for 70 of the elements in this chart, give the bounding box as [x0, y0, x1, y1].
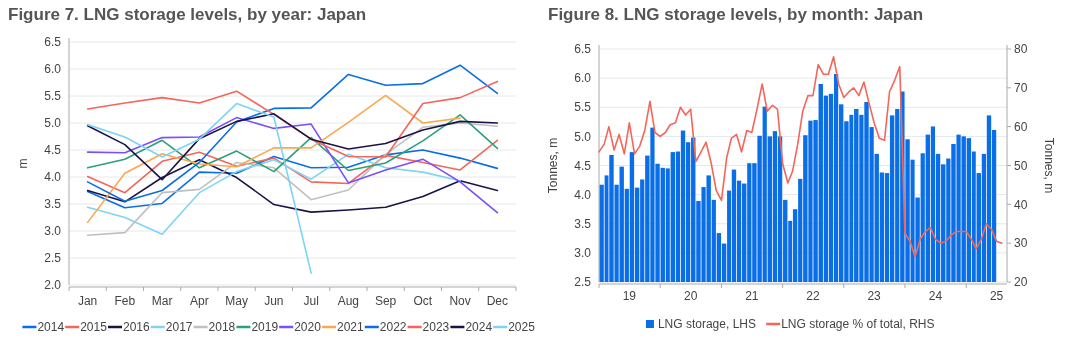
legend-label: 2022	[379, 320, 407, 335]
y2-tick-label: 50	[1014, 158, 1028, 173]
x-tick-label: Oct	[413, 294, 433, 308]
chart-title: Figure 8. LNG storage levels, by month: Japan	[548, 5, 924, 24]
y-tick-label: 4.0	[574, 187, 592, 202]
x-tick-label: Aug	[337, 294, 360, 308]
legend-label: 2015	[80, 320, 108, 335]
y-axis-title: Tonnes, m	[546, 137, 560, 194]
y-tick-label: 2.0	[44, 278, 62, 293]
y-tick-label: 4.5	[44, 143, 62, 158]
x-tick-label: Dec	[486, 294, 509, 308]
x-tick-label: 23	[867, 289, 882, 303]
y-tick-label: 3.5	[44, 197, 62, 212]
y-tick-label: 6.5	[44, 35, 62, 50]
y-tick-label: 6.5	[574, 42, 592, 57]
y-tick-label: 5.5	[44, 89, 62, 104]
x-tick-label: Mar	[151, 294, 173, 308]
x-tick-label: Nov	[449, 294, 471, 308]
y-tick-label: 3.0	[574, 246, 592, 261]
x-tick-label: 21	[745, 289, 759, 303]
x-tick-label: 19	[622, 289, 637, 303]
line-series	[86, 94, 461, 224]
legend-label: LNG storage, LHS	[657, 317, 756, 332]
y-tick-label: 5.5	[574, 100, 592, 115]
y-tick-label: 2.5	[574, 275, 592, 290]
legend-label: LNG storage % of total, RHS	[781, 317, 935, 332]
line-series	[86, 149, 499, 209]
y-tick-label: 2.5	[44, 251, 62, 266]
legend-label: 2024	[465, 320, 493, 335]
chart-title: Figure 7. LNG storage levels, by year: Japan	[8, 5, 367, 24]
y2-tick-label: 40	[1014, 197, 1028, 212]
y-tick-label: 4.0	[44, 170, 62, 185]
legend-label: 2018	[208, 320, 236, 335]
y-tick-label: 3.5	[574, 216, 592, 231]
legend-label: 2021	[337, 320, 365, 335]
x-tick-label: Jun	[264, 294, 284, 308]
x-tick-label: Sep	[374, 294, 397, 308]
y2-tick-label: 80	[1014, 42, 1028, 57]
legend-label: 2017	[165, 320, 193, 335]
line-series	[86, 116, 499, 214]
x-tick-label: Feb	[114, 294, 136, 308]
legend-label: 2016	[123, 320, 151, 335]
y-tick-label: 5.0	[44, 116, 62, 131]
line-series	[86, 64, 499, 203]
x-tick-label: 25	[989, 289, 1004, 303]
y2-tick-label: 60	[1014, 119, 1028, 134]
y-tick-label: 5.0	[574, 129, 592, 144]
legend-label: 2014	[37, 320, 65, 335]
y-axis-title: m	[16, 158, 30, 169]
line-series	[86, 122, 499, 237]
x-tick-label: Apr	[190, 294, 209, 308]
legend-label: 2025	[508, 320, 536, 335]
y-tick-label: 6.0	[44, 62, 62, 77]
line-series	[598, 55, 1003, 258]
x-tick-label: 24	[928, 289, 943, 303]
y-tick-label: 3.0	[44, 224, 62, 239]
x-tick-label: May	[225, 294, 248, 308]
y-tick-label: 4.5	[574, 158, 592, 173]
x-tick-label: Jan	[77, 294, 98, 308]
y2-tick-label: 20	[1014, 275, 1028, 290]
x-tick-label: 22	[806, 289, 820, 303]
y2-axis-title: Tonnes, m	[1042, 137, 1056, 194]
x-tick-label: Jul	[303, 294, 319, 308]
y2-tick-label: 70	[1014, 81, 1028, 96]
legend-label: 2019	[251, 320, 279, 335]
legend-label: 2020	[294, 320, 322, 335]
legend-label: 2023	[422, 320, 450, 335]
y-tick-label: 6.0	[574, 71, 592, 86]
x-tick-label: 20	[683, 289, 698, 303]
y2-tick-label: 30	[1014, 236, 1028, 251]
